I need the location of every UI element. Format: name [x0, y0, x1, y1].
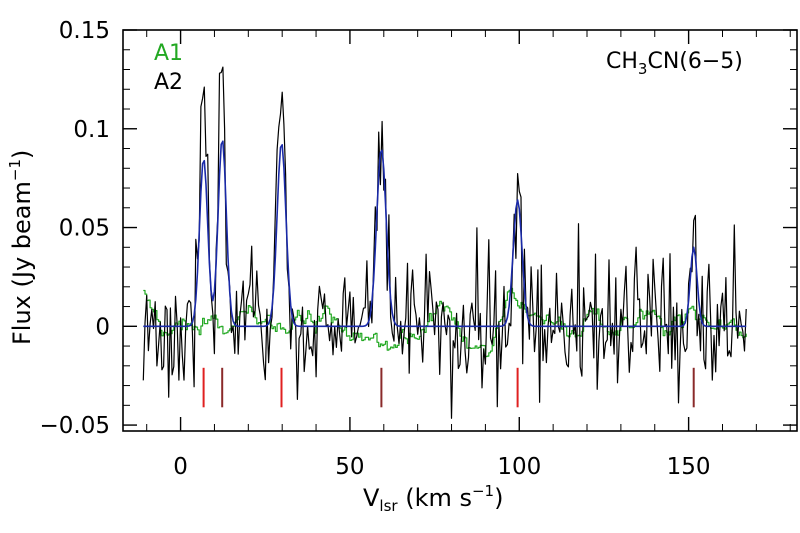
series-line-a1 [143, 287, 747, 358]
series-line-a2 [142, 66, 747, 419]
y-axis-label: Flux (Jy beam−1) [6, 150, 36, 345]
chart-title: CH3CN(6−5) [606, 49, 743, 78]
series-layer [142, 66, 747, 419]
legend-entry-a2: A2 [154, 70, 183, 95]
tick-layer: 0 50 100 150 −0.05 0 0.05 0.1 0.15 [40, 18, 797, 480]
y-tick-label: 0 [95, 314, 110, 340]
series-line-fit [143, 140, 747, 328]
x-tick-label: 150 [667, 454, 711, 480]
y-tick-label: 0.05 [59, 216, 110, 242]
x-tick-label: 100 [497, 454, 541, 480]
y-tick-label: −0.05 [40, 413, 110, 439]
x-tick-label: 50 [335, 454, 364, 480]
x-tick-label: 0 [173, 454, 188, 480]
legend-entry-a1: A1 [154, 41, 183, 66]
plot-frame [122, 29, 798, 432]
line-marker-layer [202, 367, 695, 408]
x-axis-label: Vlsr (km s−1) [363, 482, 503, 515]
y-tick-label: 0.15 [59, 18, 110, 44]
y-tick-label: 0.1 [73, 117, 110, 143]
